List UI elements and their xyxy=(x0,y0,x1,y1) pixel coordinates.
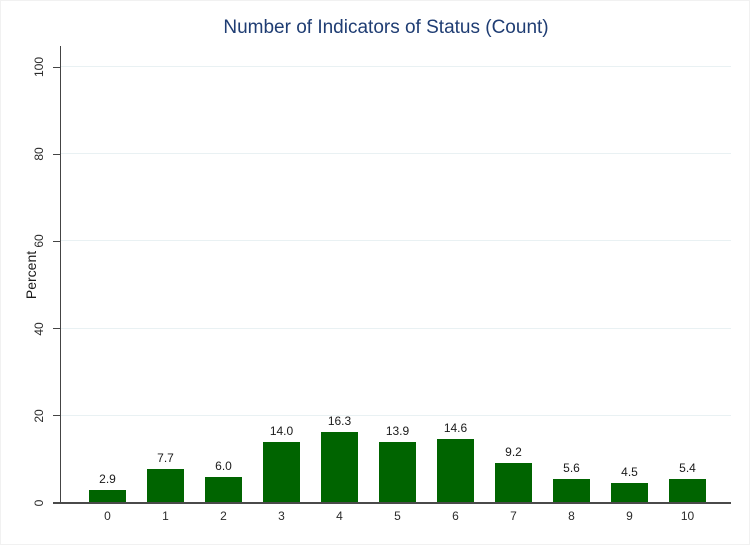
bar-value-label: 13.9 xyxy=(385,424,410,439)
x-tick-label: 0 xyxy=(104,509,111,523)
y-tick-label: 80 xyxy=(32,147,46,161)
gridline xyxy=(61,414,731,416)
gridline xyxy=(61,66,731,67)
bar-5 xyxy=(379,442,416,503)
x-tick-label: 3 xyxy=(278,509,285,523)
y-tick xyxy=(53,66,61,68)
y-tick-label: 100 xyxy=(32,56,46,78)
gridline xyxy=(61,327,731,329)
bar-value-label: 4.5 xyxy=(621,465,638,480)
y-axis-title: Percent xyxy=(23,250,39,299)
bar-value-label: 14.6 xyxy=(443,421,468,436)
bar-value-label: 5.4 xyxy=(679,461,696,476)
bar-8 xyxy=(553,478,590,503)
bar-value-label: 7.7 xyxy=(157,451,174,466)
bar-1 xyxy=(147,469,184,503)
x-tick-label: 2 xyxy=(220,509,227,523)
x-tick-label: 10 xyxy=(680,509,695,523)
bar-10 xyxy=(669,479,706,503)
y-tick-label: 40 xyxy=(32,321,46,336)
bar-3 xyxy=(263,441,300,503)
x-tick-label: 8 xyxy=(568,509,575,523)
bar-7 xyxy=(495,462,532,503)
y-tick xyxy=(53,415,61,417)
bar-4 xyxy=(321,431,358,503)
bar-value-label: 14.0 xyxy=(269,423,294,438)
y-tick-label: 0 xyxy=(32,499,46,507)
bar-value-label: 6.0 xyxy=(215,458,232,473)
x-tick-label: 1 xyxy=(162,509,169,523)
y-tick xyxy=(53,240,61,242)
bar-2 xyxy=(205,476,242,503)
y-tick xyxy=(53,153,61,155)
x-tick-label: 5 xyxy=(394,509,401,523)
x-tick-label: 6 xyxy=(452,509,459,523)
y-tick xyxy=(53,328,61,330)
bar-value-label: 5.6 xyxy=(563,460,580,475)
chart-title: Number of Indicators of Status (Count) xyxy=(223,17,549,38)
x-tick-label: 9 xyxy=(626,509,633,523)
bar-value-label: 2.9 xyxy=(99,472,116,487)
x-tick-label: 4 xyxy=(336,509,343,523)
y-tick-label: 20 xyxy=(32,409,46,423)
bar-9 xyxy=(611,483,648,503)
y-axis-line xyxy=(60,46,61,504)
bar-value-label: 9.2 xyxy=(505,444,522,459)
y-tick-label: 60 xyxy=(32,234,46,249)
bar-6 xyxy=(437,439,474,503)
gridline xyxy=(61,153,731,155)
bar-0 xyxy=(89,490,126,503)
x-tick-label: 7 xyxy=(510,509,517,523)
plot-area: 2.9 7.7 6.0 14.0 16.3 13.9 14.6 9.2 5.6 4.5 5.4 xyxy=(61,46,731,503)
bar-value-label: 16.3 xyxy=(327,413,352,428)
x-axis-line xyxy=(53,502,731,504)
gridline xyxy=(61,240,731,242)
